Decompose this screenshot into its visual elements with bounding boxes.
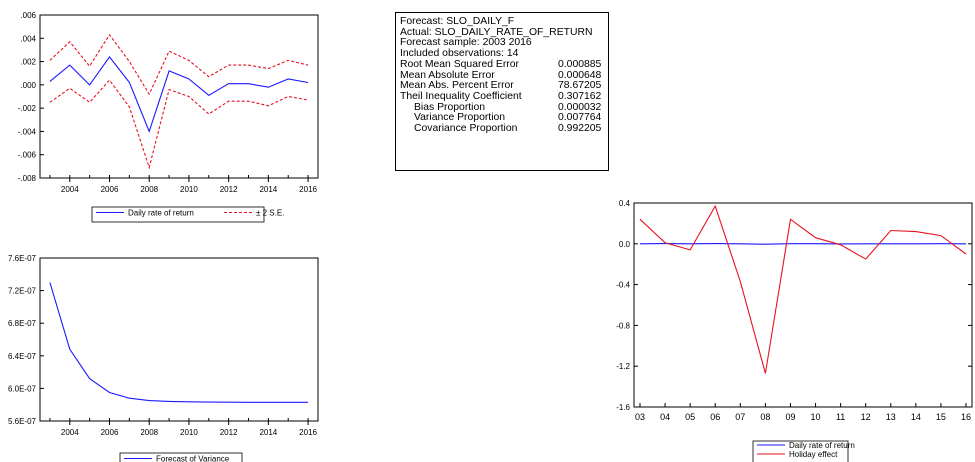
y-tick-label: -1.2 — [616, 362, 630, 371]
stat-row: Root Mean Squared Error 0.000885 — [400, 58, 608, 71]
y-tick-label: 0.0 — [619, 240, 631, 249]
stat-label: Theil Inequality Coefficient — [400, 90, 522, 102]
stat-row: Mean Absolute Error 0.000648 — [400, 69, 608, 82]
x-tick-label: 2014 — [259, 428, 277, 437]
stat-label: Bias Proportion — [414, 101, 486, 113]
y-tick-label: .006 — [20, 11, 36, 20]
x-tick-label: 03 — [635, 412, 645, 422]
legend-label: Daily rate of return — [128, 209, 194, 218]
series-line — [49, 79, 309, 170]
actual-name: Actual: SLO_DAILY_RATE_OF_RETURN — [400, 26, 593, 38]
series-line — [639, 243, 967, 245]
x-tick-label: 14 — [911, 412, 921, 422]
x-tick-label: 2008 — [140, 185, 158, 194]
stat-label: Covariance Proportion — [414, 122, 518, 134]
x-tick-label: 2012 — [220, 428, 238, 437]
x-tick-label: 08 — [760, 412, 770, 422]
x-tick-label: 04 — [660, 412, 670, 422]
x-tick-label: 13 — [886, 412, 896, 422]
stat-row: Variance Proportion 0.007764 — [400, 113, 608, 124]
y-tick-label: 0.4 — [619, 199, 631, 208]
y-tick-label: -0.8 — [616, 321, 630, 330]
forecast-sample: Forecast sample: 2003 2016 — [400, 37, 532, 49]
y-tick-label: 6.0E-07 — [8, 384, 37, 393]
x-tick-label: 15 — [936, 412, 946, 422]
stat-label: Mean Absolute Error — [400, 69, 495, 81]
y-tick-label: 5.6E-07 — [8, 417, 37, 426]
plot-frame — [39, 257, 319, 422]
x-tick-label: 2010 — [180, 428, 198, 437]
y-tick-label: .002 — [20, 58, 36, 67]
stat-row: Mean Abs. Percent Error 78.67205 — [400, 80, 608, 92]
y-tick-label: -.006 — [18, 151, 37, 160]
included-observations: Included observations: 14 — [400, 48, 519, 60]
holiday-effect-chart: -1.6 -1.2 -0.8 -0.4 0.0 0.4 03 04 05 06 07 08 09 10 11… — [616, 199, 973, 462]
stat-label: Mean Abs. Percent Error — [400, 80, 514, 92]
legend-box — [91, 206, 265, 223]
series-line — [49, 282, 309, 403]
x-tick-label: 2016 — [299, 428, 317, 437]
y-tick-label: 6.4E-07 — [8, 352, 37, 361]
y-tick-label: 7.2E-07 — [8, 287, 37, 296]
forecast-chart: -.008 -.006 -.004 -.002 .000 .002 .004 .006 2004… — [18, 11, 319, 223]
series-line — [49, 33, 309, 96]
stat-label: Variance Proportion — [414, 112, 506, 124]
y-tick-label: .000 — [20, 81, 36, 90]
forecast-stats-box: Forecast: SLO_DAILY_F Actual: SLO_DAILY_… — [395, 12, 609, 171]
y-tick-label: -.004 — [18, 127, 37, 136]
legend-label: Forecast of Variance — [156, 455, 230, 462]
y-tick-label: -0.4 — [616, 281, 630, 290]
x-tick-label: 16 — [961, 412, 971, 422]
x-tick-label: 2008 — [140, 428, 158, 437]
x-tick-label: 2014 — [259, 185, 277, 194]
x-tick-label: 2010 — [180, 185, 198, 194]
stat-value: 0.307162 — [558, 90, 602, 102]
x-tick-label: 12 — [861, 412, 871, 422]
stat-row: Theil Inequality Coefficient 0.307162 — [400, 90, 608, 103]
stat-value: 0.992205 — [558, 122, 602, 134]
y-tick-label: -.002 — [18, 104, 37, 113]
y-tick-label: -.008 — [18, 174, 37, 183]
x-tick-label: 05 — [685, 412, 695, 422]
legend-box — [752, 440, 849, 462]
x-tick-label: 11 — [836, 412, 845, 422]
stat-value: 78.67205 — [558, 80, 602, 92]
forecast-name: Forecast: SLO_DAILY_F — [400, 16, 515, 27]
stat-row: Covariance Proportion 0.992205 — [400, 122, 608, 135]
stat-value: 0.000885 — [558, 58, 602, 70]
x-tick-label: 2006 — [101, 185, 119, 194]
stat-value: 0.000032 — [558, 101, 602, 113]
stat-label: Root Mean Squared Error — [400, 58, 519, 70]
x-tick-label: 07 — [735, 412, 745, 422]
legend-box — [119, 452, 243, 462]
y-tick-label: -1.6 — [616, 403, 630, 412]
y-tick-label: 7.6E-07 — [8, 254, 37, 263]
y-tick-label: 6.8E-07 — [8, 319, 37, 328]
x-tick-label: 2016 — [299, 185, 317, 194]
plot-frame — [39, 14, 319, 179]
plot-frame — [633, 202, 973, 408]
variance-chart: 5.6E-07 6.0E-07 6.4E-07 6.8E-07 7.2E-07 7.6E-… — [8, 254, 319, 462]
stat-row: Bias Proportion 0.000032 — [400, 101, 608, 114]
x-tick-label: 06 — [710, 412, 720, 422]
y-tick-label: .004 — [20, 34, 36, 43]
legend-label: ± 2 S.E. — [256, 209, 284, 218]
stat-value: 0.007764 — [558, 112, 602, 124]
series-line — [49, 55, 309, 133]
series-line — [639, 204, 967, 374]
x-tick-label: 10 — [811, 412, 821, 422]
x-tick-label: 09 — [785, 412, 795, 422]
x-tick-label: 2012 — [220, 185, 238, 194]
legend-label: Holiday effect — [789, 450, 838, 459]
x-tick-label: 2006 — [101, 428, 119, 437]
legend-label: Daily rate of return — [789, 441, 855, 450]
x-tick-label: 2004 — [61, 185, 79, 194]
x-tick-label: 2004 — [61, 428, 79, 437]
stat-value: 0.000648 — [558, 69, 602, 81]
